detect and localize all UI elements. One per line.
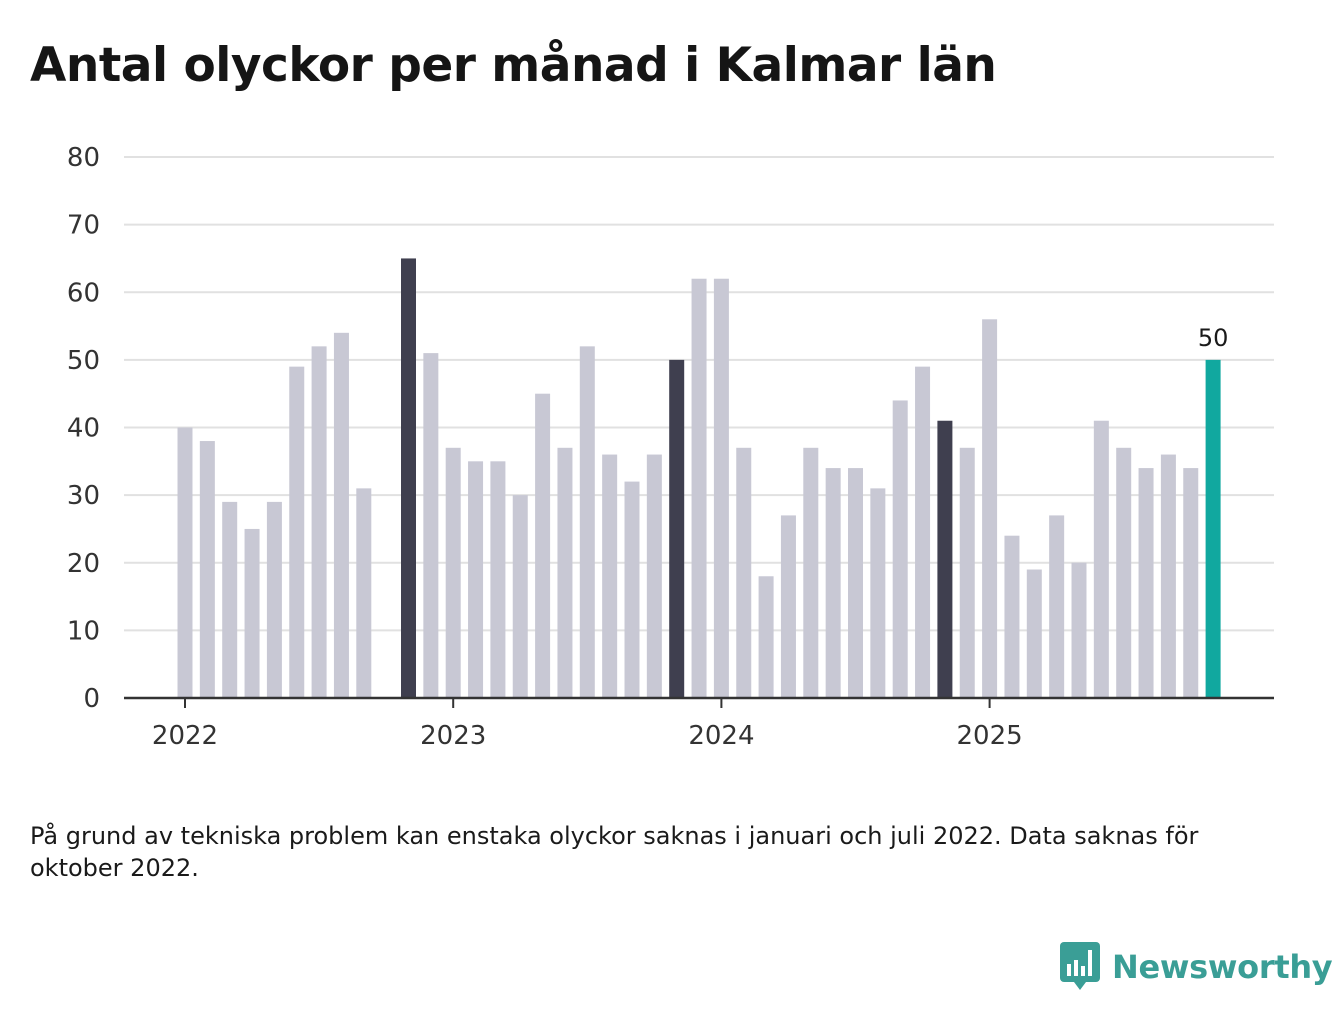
y-tick-label-60: 60 xyxy=(67,278,100,308)
y-tick-label-20: 20 xyxy=(67,549,100,579)
y-tick-label-10: 10 xyxy=(67,616,100,646)
bars xyxy=(177,258,1221,699)
bar-2022-04 xyxy=(244,528,260,698)
footnote: På grund av tekniska problem kan enstaka… xyxy=(30,822,1199,882)
bar-2025-05 xyxy=(1071,562,1087,698)
bar-2025-02 xyxy=(1004,535,1020,698)
newsworthy-logo-icon xyxy=(1060,942,1100,990)
bar-2023-04 xyxy=(512,495,528,699)
y-tick-label-30: 30 xyxy=(67,481,100,511)
bar-2023-02 xyxy=(468,461,484,698)
bar-2024-09 xyxy=(892,400,908,698)
y-tick-label-40: 40 xyxy=(67,414,100,444)
bar-2025-07 xyxy=(1116,447,1132,698)
bar-2024-05 xyxy=(803,447,819,698)
x-tick-label-2023: 2023 xyxy=(420,721,486,751)
y-tick-label-70: 70 xyxy=(67,211,100,241)
bar-2023-12 xyxy=(691,278,707,698)
x-tick-label-2022: 2022 xyxy=(152,721,218,751)
bar-2025-10 xyxy=(1183,468,1199,698)
chart-title: Antal olyckor per månad i Kalmar län xyxy=(30,38,997,93)
bar-2025-11 xyxy=(1205,359,1221,699)
newsworthy-logo-text: Newsworthy xyxy=(1112,948,1333,986)
bar-2024-04 xyxy=(780,515,796,698)
y-tick-label-0: 0 xyxy=(83,684,100,714)
bar-2022-09 xyxy=(356,488,372,698)
bar-2024-08 xyxy=(870,488,886,698)
x-tick-label-2025: 2025 xyxy=(957,721,1023,751)
bar-2022-07 xyxy=(311,346,327,698)
bar-2025-01 xyxy=(982,319,998,698)
bar-2024-03 xyxy=(758,576,774,698)
bar-2024-10 xyxy=(915,366,931,698)
bar-2024-12 xyxy=(959,447,975,698)
bar-chart: 0 10 20 30 40 50 60 70 80 2022 2023 2024 2025 50 xyxy=(67,143,1274,751)
bar-2022-01 xyxy=(177,427,193,698)
bar-2023-10 xyxy=(646,454,662,698)
newsworthy-logo[interactable]: Newsworthy xyxy=(1060,940,1333,994)
bar-2023-05 xyxy=(535,393,551,698)
y-tick-label-80: 80 xyxy=(67,143,100,173)
bar-2022-03 xyxy=(222,501,238,698)
bar-2023-08 xyxy=(602,454,618,698)
bar-2023-07 xyxy=(579,346,595,698)
bar-2023-06 xyxy=(557,447,573,698)
bar-2022-05 xyxy=(266,501,282,698)
bar-2022-02 xyxy=(199,441,215,698)
bar-2023-01 xyxy=(445,447,461,698)
bar-2023-09 xyxy=(624,481,640,698)
x-axis-tick-labels: 2022 2023 2024 2025 xyxy=(152,721,1023,751)
bar-2022-06 xyxy=(289,366,305,698)
bar-2025-03 xyxy=(1026,569,1042,698)
bar-2025-09 xyxy=(1160,454,1176,698)
x-axis xyxy=(124,696,1274,708)
bar-2023-03 xyxy=(490,461,506,698)
bar-2024-07 xyxy=(848,468,863,698)
bar-2022-08 xyxy=(333,332,349,698)
bar-2022-11 xyxy=(401,258,416,698)
bar-2024-11 xyxy=(937,420,953,698)
bar-2022-12 xyxy=(423,353,439,698)
bar-2024-06 xyxy=(825,468,841,698)
bar-2025-04 xyxy=(1049,515,1065,698)
data-label-latest: 50 xyxy=(1198,324,1229,352)
y-tick-label-50: 50 xyxy=(67,346,100,376)
bar-2024-01 xyxy=(713,278,729,698)
x-tick-label-2024: 2024 xyxy=(688,721,754,751)
data-labels: 50 xyxy=(1198,324,1229,352)
bar-2025-06 xyxy=(1093,420,1109,698)
bar-2024-02 xyxy=(736,447,752,698)
bar-2025-08 xyxy=(1138,468,1154,698)
y-axis-tick-labels: 0 10 20 30 40 50 60 70 80 xyxy=(67,143,100,714)
bar-2023-11 xyxy=(669,359,685,699)
